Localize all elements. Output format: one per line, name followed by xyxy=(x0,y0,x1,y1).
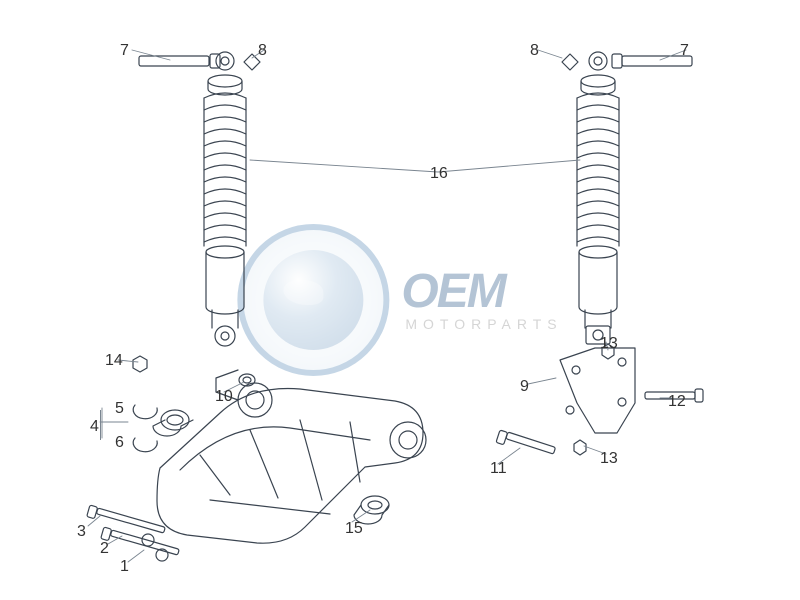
callout-2: 2 xyxy=(100,540,109,558)
callout-8-right: 8 xyxy=(530,42,539,60)
callout-7-left: 7 xyxy=(120,42,129,60)
callout-8-left: 8 xyxy=(258,42,267,60)
callout-9: 9 xyxy=(520,378,529,396)
parts-illustration xyxy=(0,0,800,600)
diagram-canvas: OEM MOTORPARTS xyxy=(0,0,800,600)
callout-12: 12 xyxy=(668,393,686,411)
callout-11: 11 xyxy=(490,460,507,478)
callout-16: 16 xyxy=(430,165,448,183)
bearing-group-icon xyxy=(133,405,193,452)
shock-right-icon xyxy=(562,52,692,344)
callout-5: 5 xyxy=(115,400,124,418)
shock-left-icon xyxy=(139,52,260,346)
callout-13-top: 13 xyxy=(600,335,618,353)
callout-6: 6 xyxy=(115,434,124,452)
swingarm-plate-icon xyxy=(157,370,426,543)
callout-1: 1 xyxy=(120,558,129,576)
callout-13-bot: 13 xyxy=(600,450,618,468)
callout-15: 15 xyxy=(345,520,363,538)
callout-10: 10 xyxy=(215,388,233,406)
callout-7-right: 7 xyxy=(680,42,689,60)
callout-14: 14 xyxy=(105,352,123,370)
callout-4: 4 xyxy=(90,418,99,436)
callout-3: 3 xyxy=(77,523,86,541)
